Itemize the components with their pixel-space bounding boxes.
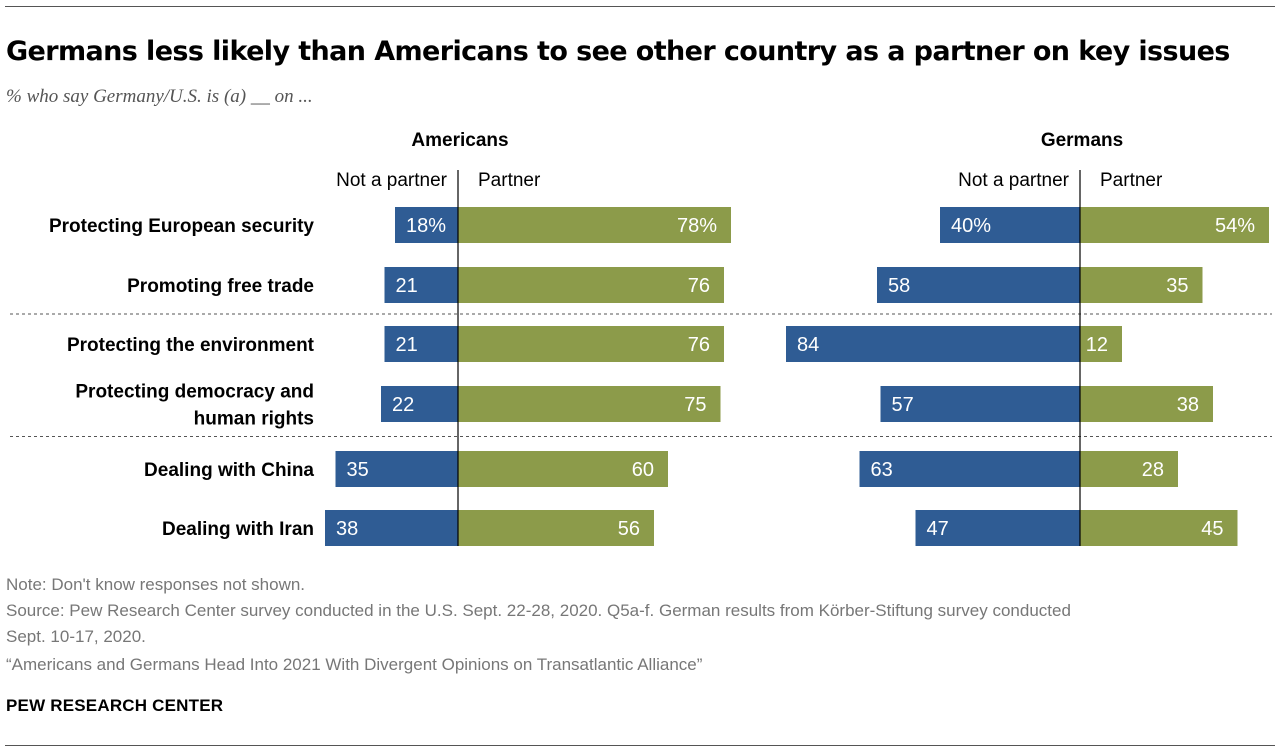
bar-partner [1080, 267, 1203, 303]
data-label-not-partner: 21 [396, 334, 418, 356]
bar-not-partner [395, 207, 458, 243]
data-label-partner: 76 [688, 334, 710, 356]
bar-partner [1080, 386, 1213, 422]
data-label-not-partner: 58 [888, 275, 910, 297]
source-text-line1: Source: Pew Research Center survey condu… [6, 601, 1071, 620]
category-label: human rights [194, 409, 314, 430]
category-label: Promoting free trade [127, 276, 314, 297]
note-text: Note: Don't know responses not shown. [6, 575, 306, 594]
source-text-line2: Sept. 10-17, 2020. [6, 627, 146, 646]
chart-title: Germans less likely than Americans to se… [6, 36, 1230, 67]
bar-partner [458, 510, 654, 546]
bar-not-partner [384, 326, 458, 362]
category-label: Protecting democracy and [75, 382, 314, 403]
data-label-not-partner: 21 [396, 275, 418, 297]
data-label-not-partner: 38 [336, 518, 358, 540]
bar-not-partner [384, 267, 458, 303]
category-label: Dealing with Iran [162, 519, 314, 540]
bar-partner [1080, 451, 1178, 487]
data-label-partner: 35 [1166, 275, 1188, 297]
data-label-partner: 28 [1142, 459, 1164, 481]
column-header-partner: Partner [478, 170, 541, 191]
data-label-partner: 60 [632, 459, 654, 481]
bar-not-partner [786, 326, 1080, 362]
data-label-not-partner: 22 [392, 394, 414, 416]
data-label-partner: 56 [618, 518, 640, 540]
bar-not-partner [325, 510, 458, 546]
category-label: Protecting European security [49, 216, 314, 237]
bar-partner [1080, 510, 1238, 546]
data-label-not-partner: 63 [871, 459, 893, 481]
panel-header-americans: Americans [411, 130, 508, 151]
bar-partner [458, 267, 724, 303]
data-label-not-partner: 35 [347, 459, 369, 481]
data-label-partner: 12 [1086, 334, 1108, 356]
bar-not-partner [940, 207, 1080, 243]
column-header-partner: Partner [1100, 170, 1163, 191]
data-label-not-partner: 84 [797, 334, 819, 356]
data-label-partner: 78% [677, 215, 717, 237]
bar-not-partner [915, 510, 1080, 546]
bar-partner [458, 207, 731, 243]
column-header-not-partner: Not a partner [958, 170, 1070, 191]
category-label: Protecting the environment [67, 335, 315, 356]
bar-partner [1080, 207, 1269, 243]
top-rule [5, 6, 1275, 7]
bar-partner [458, 386, 721, 422]
data-label-not-partner: 57 [892, 394, 914, 416]
bar-partner [1080, 326, 1122, 362]
data-label-not-partner: 18% [406, 215, 446, 237]
data-label-not-partner: 40% [951, 215, 991, 237]
bar-partner [458, 451, 668, 487]
bar-not-partner [335, 451, 458, 487]
report-title: “Americans and Germans Head Into 2021 Wi… [6, 655, 703, 674]
category-label: Dealing with China [144, 460, 314, 481]
pew-logo-text: PEW RESEARCH CENTER [6, 696, 224, 715]
data-label-not-partner: 47 [927, 518, 949, 540]
data-label-partner: 38 [1177, 394, 1199, 416]
data-label-partner: 54% [1215, 215, 1255, 237]
bottom-rule [5, 745, 1275, 746]
diverging-bar-chart: Americans Not a partner Partner Germans Not … [10, 130, 1272, 546]
data-label-partner: 75 [684, 394, 706, 416]
data-label-partner: 76 [688, 275, 710, 297]
bar-not-partner [877, 267, 1080, 303]
panel-header-germans: Germans [1041, 130, 1123, 151]
bar-partner [458, 326, 724, 362]
bar-not-partner [880, 386, 1080, 422]
column-header-not-partner: Not a partner [336, 170, 448, 191]
chart-subtitle: % who say Germany/U.S. is (a) __ on ... [6, 86, 313, 107]
bar-not-partner [381, 386, 458, 422]
data-label-partner: 45 [1201, 518, 1223, 540]
bar-not-partner [859, 451, 1080, 487]
